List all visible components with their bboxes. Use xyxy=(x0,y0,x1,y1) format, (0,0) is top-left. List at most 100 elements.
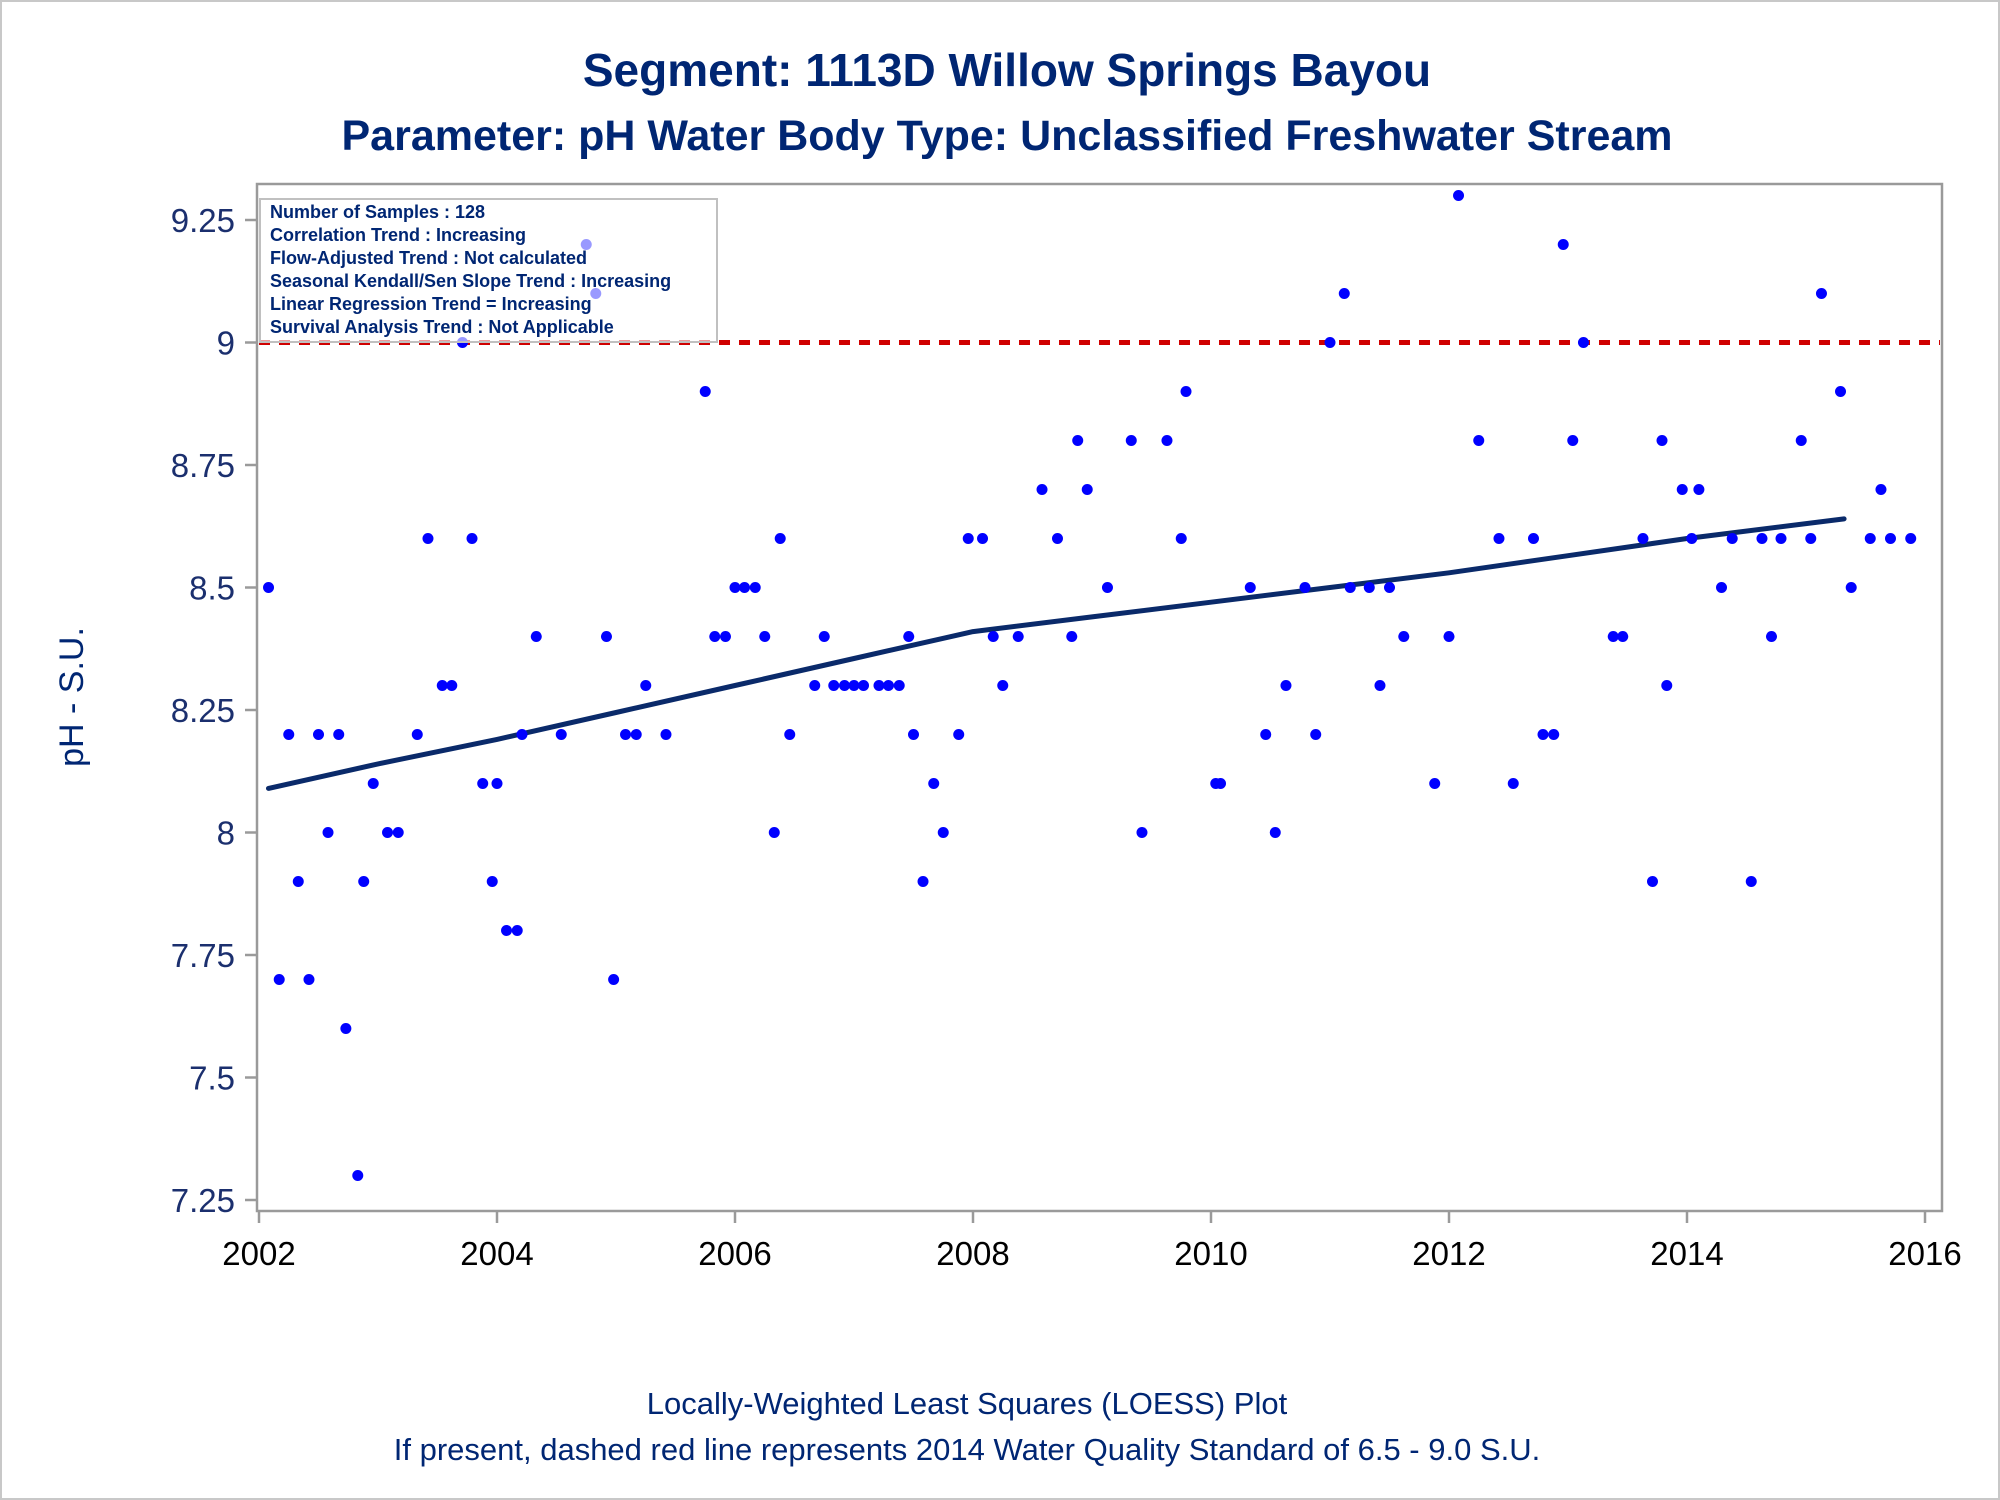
data-point xyxy=(1656,435,1668,446)
data-point xyxy=(1693,484,1705,495)
data-point xyxy=(1072,435,1084,446)
y-tick-label: 9.25 xyxy=(171,202,235,239)
data-point xyxy=(908,729,919,740)
data-point xyxy=(1905,533,1917,544)
data-point xyxy=(1676,484,1688,495)
data-point xyxy=(1374,680,1386,691)
data-point xyxy=(422,533,434,544)
data-point xyxy=(352,1170,364,1181)
chart-subtitle: Parameter: pH Water Body Type: Unclassif… xyxy=(341,112,1672,160)
data-point xyxy=(873,680,885,691)
data-point xyxy=(809,680,821,691)
data-point xyxy=(1473,435,1485,446)
stats-line: Seasonal Kendall/Sen Slope Trend : Incre… xyxy=(270,271,671,291)
stats-line: Linear Regression Trend = Increasing xyxy=(270,294,592,314)
x-tick-label: 2002 xyxy=(222,1235,295,1272)
data-point xyxy=(1835,386,1847,397)
footnote-1: Locally-Weighted Least Squares (LOESS) P… xyxy=(647,1386,1288,1421)
data-point xyxy=(1493,533,1505,544)
data-point xyxy=(784,729,796,740)
data-point xyxy=(411,729,423,740)
data-point xyxy=(1260,729,1272,740)
data-point xyxy=(322,827,334,838)
data-point xyxy=(759,631,771,642)
data-point xyxy=(630,729,642,740)
data-point xyxy=(660,729,672,740)
data-point xyxy=(1637,533,1649,544)
data-point xyxy=(1537,729,1549,740)
data-point xyxy=(858,680,870,691)
stats-line: Correlation Trend : Increasing xyxy=(270,225,526,245)
data-point xyxy=(1310,729,1322,740)
data-point xyxy=(263,582,275,593)
x-tick-label: 2014 xyxy=(1650,1235,1723,1272)
y-tick-label: 7.75 xyxy=(171,937,235,974)
data-point xyxy=(283,729,295,740)
data-point xyxy=(1066,631,1078,642)
x-tick-label: 2004 xyxy=(460,1235,533,1272)
data-point xyxy=(1884,533,1896,544)
stats-box: Number of Samples : 128 Correlation Tren… xyxy=(259,198,718,343)
data-point xyxy=(903,631,915,642)
data-point xyxy=(1180,386,1192,397)
data-point xyxy=(1051,533,1063,544)
y-tick-label: 9 xyxy=(217,325,235,362)
data-point xyxy=(491,778,503,789)
data-point xyxy=(1805,533,1817,544)
data-point xyxy=(333,729,345,740)
data-point xyxy=(893,680,905,691)
data-point xyxy=(1299,582,1311,593)
loess-layer xyxy=(266,516,1847,791)
data-point xyxy=(953,729,965,740)
data-point xyxy=(1036,484,1048,495)
data-point xyxy=(1617,631,1629,642)
data-point xyxy=(1081,484,1093,495)
data-point xyxy=(774,533,786,544)
data-point xyxy=(739,582,751,593)
data-point xyxy=(273,974,285,985)
data-point xyxy=(358,876,370,887)
data-point xyxy=(1507,778,1519,789)
footnote-2: If present, dashed red line represents 2… xyxy=(394,1432,1541,1467)
data-point xyxy=(530,631,542,642)
x-tick-label: 2006 xyxy=(698,1235,771,1272)
data-point xyxy=(1864,533,1876,544)
data-point xyxy=(1384,582,1395,593)
data-point xyxy=(749,582,761,593)
data-point xyxy=(1567,435,1579,446)
plot-frame xyxy=(255,182,1944,1213)
data-point xyxy=(1775,533,1787,544)
stats-line: Flow-Adjusted Trend : Not calculated xyxy=(270,248,587,268)
data-point xyxy=(709,631,721,642)
data-point xyxy=(729,582,741,593)
x-tick-label: 2008 xyxy=(936,1235,1009,1272)
data-point xyxy=(1815,288,1827,299)
data-point xyxy=(1453,190,1465,201)
x-tick-label: 2012 xyxy=(1412,1235,1485,1272)
data-point xyxy=(1161,435,1173,446)
data-point xyxy=(340,1023,352,1034)
data-point xyxy=(1012,631,1024,642)
points-layer xyxy=(263,190,1917,1181)
y-tick-label: 8.75 xyxy=(171,447,235,484)
data-point xyxy=(640,680,652,691)
data-point xyxy=(1557,239,1569,250)
data-point xyxy=(1756,533,1768,544)
data-point xyxy=(848,680,860,691)
data-point xyxy=(1338,288,1350,299)
y-tick-label: 7.25 xyxy=(171,1182,235,1219)
data-point xyxy=(768,827,780,838)
data-point xyxy=(838,680,850,691)
data-point xyxy=(1398,631,1410,642)
data-point xyxy=(1324,337,1336,348)
x-tick-label: 2010 xyxy=(1174,1235,1247,1272)
data-point xyxy=(719,631,731,642)
data-point xyxy=(1716,582,1728,593)
data-point xyxy=(501,925,513,936)
y-tick-label: 8 xyxy=(217,815,235,852)
data-point xyxy=(1646,876,1658,887)
data-point xyxy=(620,729,632,740)
data-point xyxy=(1215,778,1227,789)
